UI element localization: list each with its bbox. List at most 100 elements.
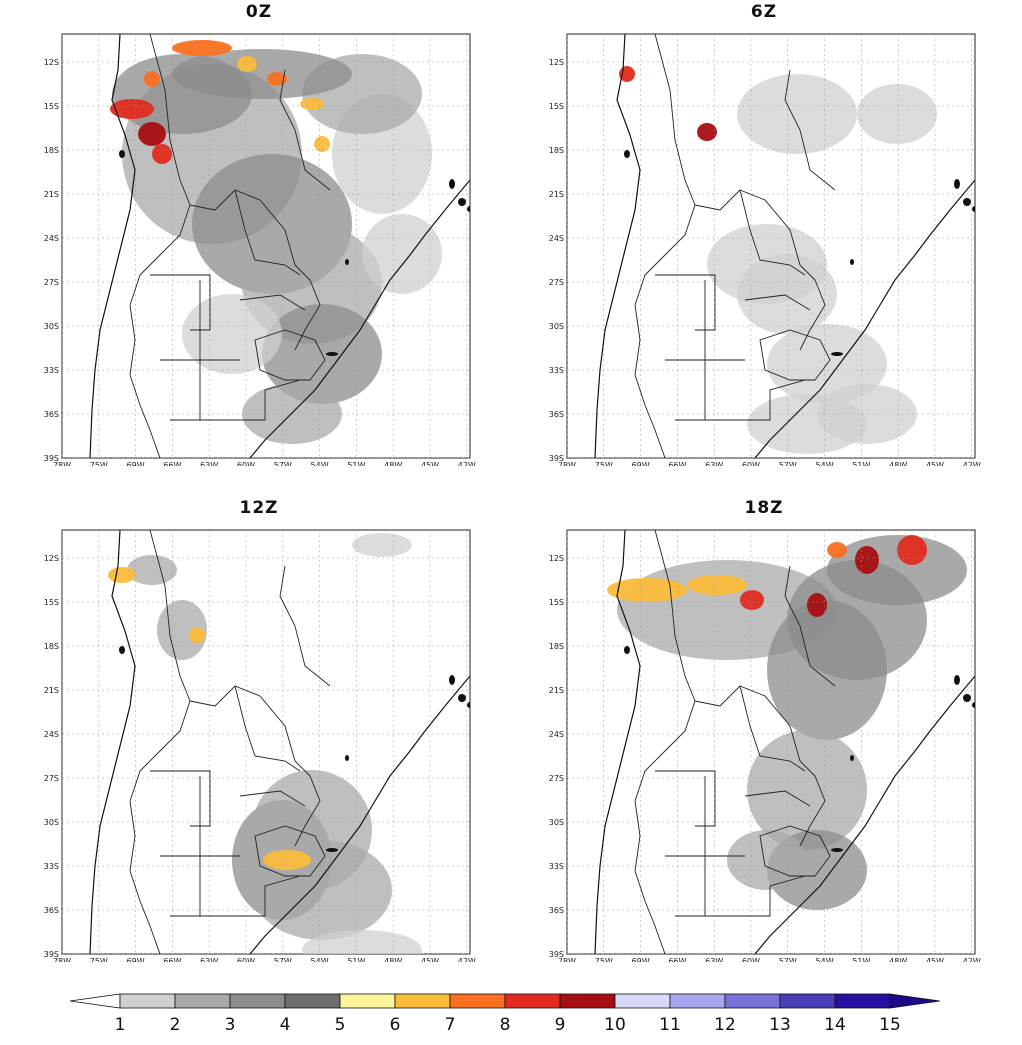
colorbar-extend-min: [69, 993, 121, 1009]
colorbar-swatch: [394, 993, 451, 1009]
colorbar-swatch: [779, 993, 836, 1009]
water-body: [326, 848, 338, 852]
precip-area: [182, 294, 282, 374]
border-line: [254, 329, 326, 381]
lat-tick-label: 18S: [44, 146, 59, 155]
lon-tick-label: 51W: [852, 957, 870, 962]
lat-tick-label: 39S: [549, 950, 564, 959]
lat-tick-label: 21S: [549, 686, 564, 695]
lon-tick-label: 42W: [963, 461, 981, 466]
coastline: [249, 675, 470, 954]
precip-area: [740, 590, 764, 610]
colorbar-swatch: [229, 993, 286, 1009]
border-line: [200, 875, 301, 917]
water-body: [624, 646, 630, 654]
lat-tick-label: 24S: [549, 730, 564, 739]
border-line: [694, 189, 801, 266]
lat-tick-label: 21S: [44, 190, 59, 199]
lat-tick-label: 33S: [549, 862, 564, 871]
border-line: [279, 69, 331, 191]
lat-tick-label: 30S: [549, 322, 564, 331]
lon-tick-label: 48W: [889, 957, 907, 962]
border-line: [744, 294, 811, 311]
lat-tick-label: 27S: [549, 278, 564, 287]
lon-tick-label: 75W: [90, 957, 108, 962]
lon-tick-label: 78W: [53, 461, 71, 466]
lat-tick-label: 30S: [549, 818, 564, 827]
border-line: [149, 34, 191, 206]
lat-tick-label: 30S: [44, 818, 59, 827]
lon-tick-label: 69W: [632, 957, 650, 962]
precip-area: [727, 830, 807, 890]
water-body: [449, 179, 455, 189]
precip-area: [737, 254, 837, 334]
lon-tick-label: 57W: [274, 461, 292, 466]
precip-area: [747, 730, 867, 850]
panel-title: 6Z: [750, 2, 778, 22]
panel-title: 12Z: [239, 498, 279, 518]
colorbar-label: 15: [879, 1015, 901, 1035]
lon-tick-label: 66W: [163, 957, 181, 962]
colorbar-swatch: [284, 993, 341, 1009]
colorbar-label: 1: [115, 1015, 126, 1035]
lat-tick-label: 36S: [44, 410, 59, 419]
water-body: [458, 198, 466, 206]
lon-tick-label: 51W: [347, 461, 365, 466]
border-line: [160, 359, 201, 421]
coastline: [89, 34, 136, 458]
lon-tick-label: 57W: [779, 957, 797, 962]
lat-tick-label: 12S: [549, 58, 564, 67]
coastline: [594, 34, 641, 458]
lon-tick-label: 75W: [90, 461, 108, 466]
border-line: [644, 204, 696, 276]
colorbar-swatch: [504, 993, 561, 1009]
lon-tick-label: 42W: [963, 957, 981, 962]
colorbar-label: 14: [824, 1015, 846, 1035]
lat-tick-label: 12S: [44, 58, 59, 67]
colorbar-label: 11: [659, 1015, 681, 1035]
water-body: [831, 848, 843, 852]
water-body: [119, 150, 125, 158]
lon-tick-label: 66W: [668, 957, 686, 962]
coastline: [249, 179, 470, 458]
border-line: [189, 189, 296, 266]
lon-tick-label: 78W: [558, 461, 576, 466]
precip-area: [807, 593, 827, 617]
panel-title: 18Z: [744, 498, 784, 518]
colorbar-swatch: [559, 993, 616, 1009]
lat-tick-label: 12S: [44, 554, 59, 563]
precip-area: [827, 542, 847, 558]
water-body: [467, 702, 470, 708]
lat-tick-label: 21S: [549, 190, 564, 199]
border-line: [759, 329, 831, 381]
border-line: [139, 700, 191, 772]
lon-tick-label: 60W: [237, 957, 255, 962]
lat-tick-label: 27S: [44, 278, 59, 287]
border-line: [139, 204, 191, 276]
precip-area: [607, 578, 687, 602]
border-line: [279, 565, 331, 687]
lat-tick-label: 39S: [44, 950, 59, 959]
colorbar-swatch: [339, 993, 396, 1009]
lat-tick-label: 18S: [549, 642, 564, 651]
precip-area: [855, 546, 879, 574]
colorbar-label: 7: [445, 1015, 456, 1035]
border-line: [784, 565, 836, 687]
water-body: [850, 259, 854, 265]
precip-area: [687, 575, 747, 595]
water-body: [449, 675, 455, 685]
border-line: [739, 189, 806, 276]
precip-area: [157, 600, 207, 660]
water-body: [963, 198, 971, 206]
water-body: [963, 694, 971, 702]
precip-area: [362, 214, 442, 294]
border-line: [200, 379, 301, 421]
lon-tick-label: 69W: [632, 461, 650, 466]
precip-area: [172, 49, 352, 99]
lon-tick-label: 54W: [816, 957, 834, 962]
colorbar-label: 9: [555, 1015, 566, 1035]
border-line: [239, 294, 306, 311]
lat-tick-label: 21S: [44, 686, 59, 695]
border-line: [654, 34, 696, 206]
